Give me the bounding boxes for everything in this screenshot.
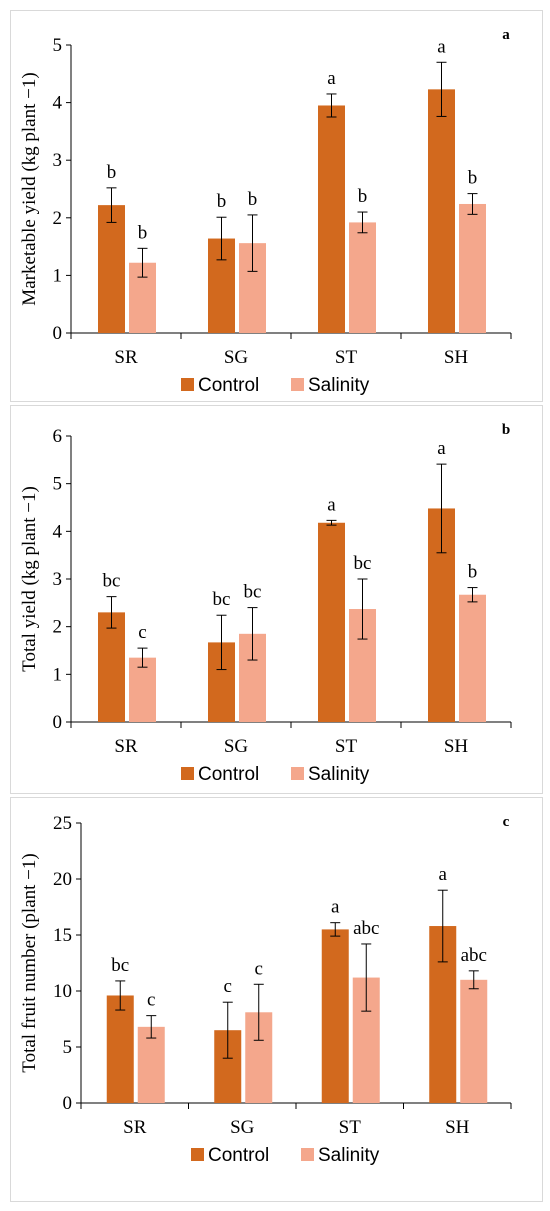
legend-label-control: Control [198,375,259,396]
bar-control [428,89,455,334]
significance-letter: a [327,68,336,89]
x-category-label: SG [224,347,249,368]
bar-control [318,105,345,333]
y-tick-label: 5 [53,474,63,495]
y-tick-label: 6 [53,426,63,447]
panel-label: b [502,422,510,438]
legend-swatch-control [181,767,194,780]
significance-letter: b [138,222,148,243]
bar-salinity [459,203,486,333]
bar-control [98,612,125,722]
bar-salinity [460,979,488,1103]
legend-swatch-control [181,378,194,391]
x-category-label: ST [339,1117,362,1138]
bar-control [321,929,349,1103]
significance-letter: c [147,990,155,1011]
x-category-label: SG [224,736,249,757]
chart-panel-a: 0 1 2 3 4 5 Marketable yield (kg plant −1) a SR b… [10,10,543,402]
legend-label-salinity: Salinity [318,1145,380,1166]
significance-letter: c [224,976,232,997]
bar-control [106,995,134,1103]
y-tick-label: 0 [53,712,63,733]
bar-salinity [349,222,376,333]
x-category-label: SH [445,1117,470,1138]
significance-letter: abc [461,945,487,966]
y-tick-label: 0 [63,1093,73,1114]
x-category-label: SG [230,1117,255,1138]
significance-letter: a [327,494,336,515]
legend-swatch-salinity [291,767,304,780]
y-tick-label: 1 [53,265,63,286]
legend-label-control: Control [208,1145,269,1166]
significance-letter: bc [103,571,121,592]
chart-svg: 0 1 2 3 4 5 6 Total yield (kg plant −1) b SR bc c SG… [19,422,512,785]
x-category-label: SH [444,736,469,757]
y-tick-label: 5 [63,1037,73,1058]
legend-swatch-salinity [301,1148,314,1161]
y-tick-label: 20 [53,869,72,890]
y-tick-label: 5 [53,35,63,56]
significance-letter: c [138,622,146,643]
y-tick-label: 0 [53,323,63,344]
significance-letter: a [437,438,446,459]
x-category-label: SH [444,347,469,368]
chart-svg: 0 5 10 15 20 25 Total fruit number (plant −1) c… [19,813,512,1166]
legend-swatch-control [191,1148,204,1161]
significance-letter: bc [213,589,231,610]
legend-label-salinity: Salinity [308,375,370,396]
bar-control [98,205,125,333]
y-tick-label: 3 [53,150,63,171]
y-tick-label: 4 [53,521,63,542]
y-tick-label: 2 [53,617,63,638]
x-category-label: ST [335,347,358,368]
legend-label-salinity: Salinity [308,764,370,785]
panel-label: a [502,27,510,43]
bar-salinity [459,594,486,722]
significance-letter: a [331,897,340,918]
significance-letter: bc [354,553,372,574]
y-axis-label: Total fruit number (plant −1) [19,853,40,1072]
significance-letter: a [439,864,448,885]
chart-panel-b: 0 1 2 3 4 5 6 Total yield (kg plant −1) b SR bc c SG… [10,405,543,794]
chart-svg: 0 1 2 3 4 5 Marketable yield (kg plant −1) a SR b… [19,27,512,396]
x-category-label: ST [335,736,358,757]
legend-swatch-salinity [291,378,304,391]
significance-letter: b [468,168,478,189]
bar-salinity [137,1026,165,1103]
y-tick-label: 15 [53,925,72,946]
y-tick-label: 3 [53,569,63,590]
x-category-label: SR [114,736,138,757]
y-tick-label: 10 [53,981,72,1002]
significance-letter: b [107,162,117,183]
significance-letter: bc [111,955,129,976]
bar-control [318,522,345,722]
y-tick-label: 25 [53,813,72,834]
bar-salinity [129,657,156,722]
y-tick-label: 1 [53,664,63,685]
legend-label-control: Control [198,764,259,785]
y-tick-label: 2 [53,208,63,229]
significance-letter: abc [353,918,379,939]
x-category-label: SR [114,347,138,368]
y-axis-label: Total yield (kg plant −1) [19,486,40,672]
significance-letter: b [248,189,258,210]
chart-panel-c: 0 5 10 15 20 25 Total fruit number (plant −1) c… [10,797,543,1202]
y-axis-label: Marketable yield (kg plant −1) [19,72,40,305]
significance-letter: bc [244,582,262,603]
panel-label: c [503,814,510,830]
y-tick-label: 4 [53,93,63,114]
significance-letter: b [217,191,227,212]
significance-letter: b [358,186,368,207]
significance-letter: b [468,562,478,583]
significance-letter: c [255,958,263,979]
x-category-label: SR [123,1117,147,1138]
significance-letter: a [437,36,446,57]
